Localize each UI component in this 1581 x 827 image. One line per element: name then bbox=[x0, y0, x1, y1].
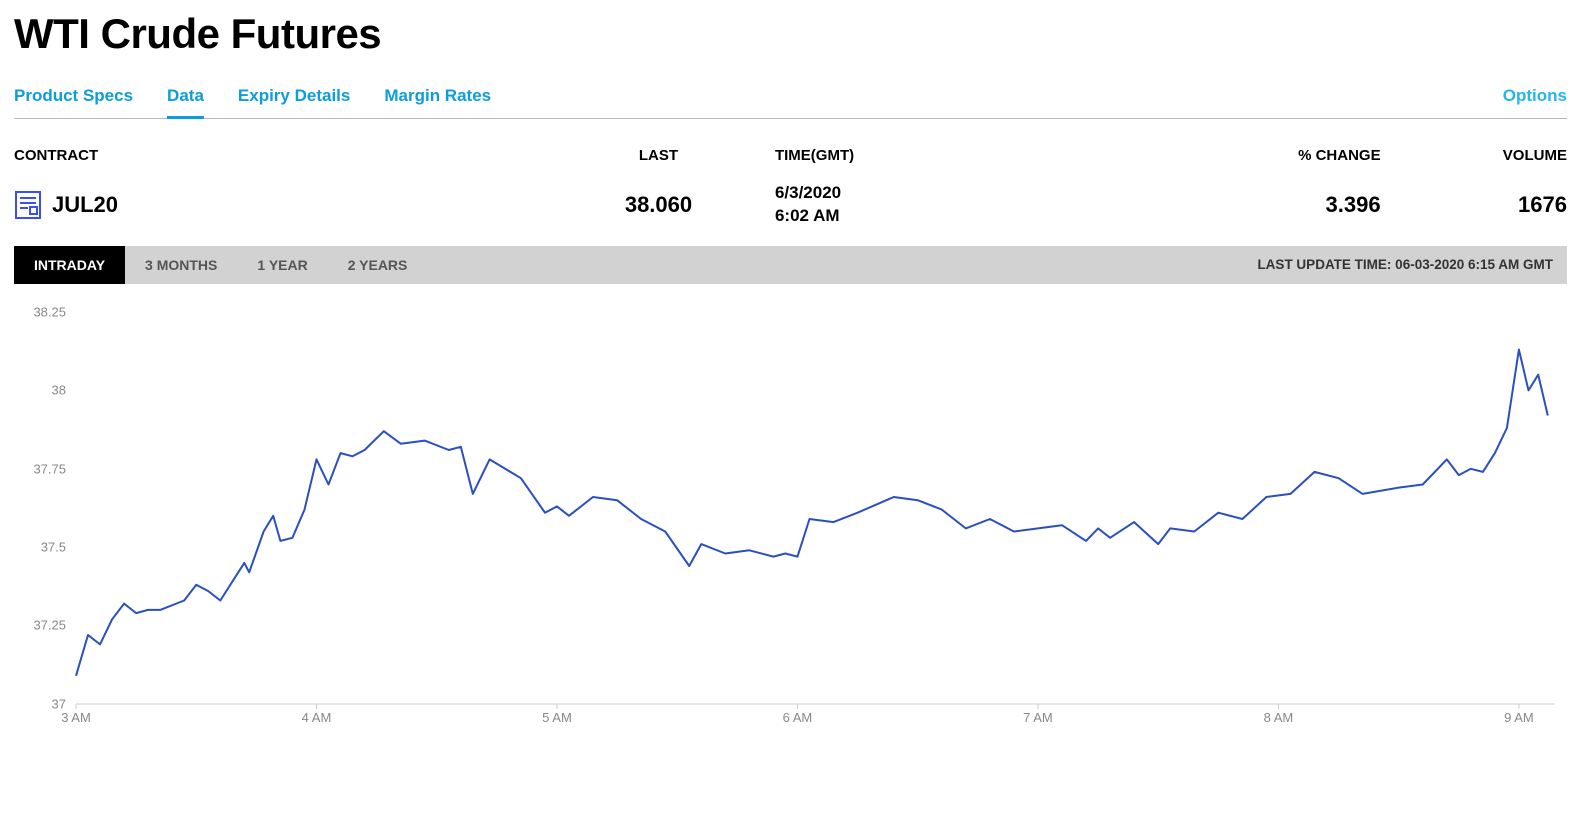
tab-data[interactable]: Data bbox=[167, 86, 204, 118]
tab-product-specs[interactable]: Product Specs bbox=[14, 86, 133, 118]
col-header-last: LAST bbox=[542, 147, 775, 164]
y-axis-label: 37.75 bbox=[14, 461, 66, 476]
y-axis-label: 37.25 bbox=[14, 618, 66, 633]
y-axis-label: 37 bbox=[14, 696, 66, 711]
x-axis-label: 5 AM bbox=[542, 710, 572, 725]
x-axis-label: 9 AM bbox=[1504, 710, 1534, 725]
period-1year[interactable]: 1 YEAR bbox=[237, 246, 327, 284]
period-intraday[interactable]: INTRADAY bbox=[14, 246, 125, 284]
x-axis-label: 6 AM bbox=[783, 710, 813, 725]
col-header-contract: CONTRACT bbox=[14, 147, 542, 164]
document-icon bbox=[14, 190, 42, 220]
x-axis-label: 4 AM bbox=[302, 710, 332, 725]
col-header-change: % CHANGE bbox=[1117, 147, 1381, 164]
period-2years[interactable]: 2 YEARS bbox=[328, 246, 428, 284]
time-clock: 6:02 AM bbox=[775, 205, 1117, 228]
price-line bbox=[76, 349, 1548, 675]
options-link[interactable]: Options bbox=[1503, 86, 1567, 118]
tabs-bar: Product Specs Data Expiry Details Margin… bbox=[14, 86, 1567, 119]
col-header-time: TIME(GMT) bbox=[775, 147, 1117, 164]
time-date: 6/3/2020 bbox=[775, 182, 1117, 205]
contract-cell[interactable]: JUL20 bbox=[14, 190, 542, 220]
period-3months[interactable]: 3 MONTHS bbox=[125, 246, 237, 284]
x-axis-label: 7 AM bbox=[1023, 710, 1053, 725]
last-update-time: LAST UPDATE TIME: 06-03-2020 6:15 AM GMT bbox=[1257, 257, 1567, 272]
last-value: 38.060 bbox=[542, 192, 775, 218]
contract-name: JUL20 bbox=[52, 192, 118, 218]
change-value: 3.396 bbox=[1117, 192, 1381, 218]
col-header-volume: VOLUME bbox=[1381, 147, 1567, 164]
y-axis-label: 38 bbox=[14, 383, 66, 398]
time-cell: 6/3/2020 6:02 AM bbox=[775, 182, 1117, 228]
tab-margin-rates[interactable]: Margin Rates bbox=[384, 86, 491, 118]
x-axis-label: 8 AM bbox=[1264, 710, 1294, 725]
y-axis-label: 37.5 bbox=[14, 540, 66, 555]
data-header-row: CONTRACT LAST TIME(GMT) % CHANGE VOLUME bbox=[14, 119, 1567, 174]
price-chart: 37 37.25 37.5 37.75 38 38.25 3 AM 4 AM 5 AM 6 AM 7… bbox=[14, 302, 1567, 732]
period-bar: INTRADAY 3 MONTHS 1 YEAR 2 YEARS LAST UP… bbox=[14, 246, 1567, 284]
volume-value: 1676 bbox=[1381, 192, 1567, 218]
data-row: JUL20 38.060 6/3/2020 6:02 AM 3.396 1676 bbox=[14, 174, 1567, 246]
tab-expiry-details[interactable]: Expiry Details bbox=[238, 86, 350, 118]
y-axis-label: 38.25 bbox=[14, 304, 66, 319]
x-axis-label: 3 AM bbox=[61, 710, 91, 725]
page-title: WTI Crude Futures bbox=[14, 10, 1567, 58]
